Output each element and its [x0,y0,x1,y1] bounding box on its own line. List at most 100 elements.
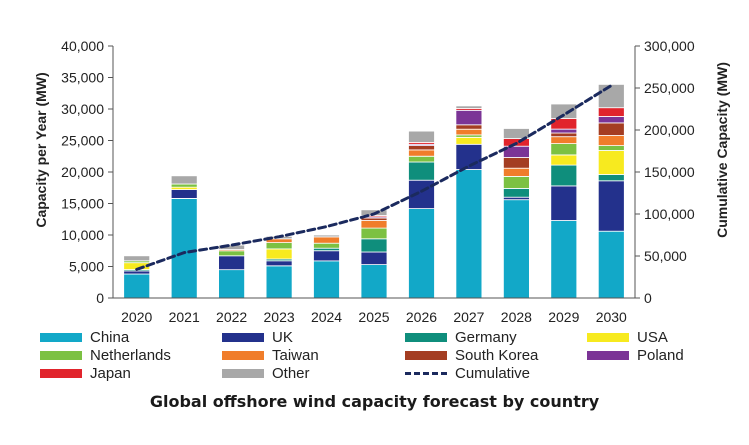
legend-label: Cumulative [455,365,531,382]
x-tick-label: 2025 [358,309,389,325]
y2-tick-label: 100,000 [644,206,695,222]
bar-uk-2020 [123,270,151,275]
bar-germany-2028 [502,187,530,198]
bar-netherlands-2028 [502,175,530,189]
legend-label: China [90,329,130,346]
bar-taiwan-2030 [597,135,625,147]
bar-poland-2030 [597,116,625,124]
bar-taiwan-2027 [455,128,483,136]
bar-china-2026 [408,208,435,299]
x-tick-label: 2027 [453,309,484,325]
bar-netherlands-2025 [360,227,388,240]
legend-swatch [40,369,82,378]
bar-other-2026 [408,130,435,143]
bar-china-2022 [218,269,246,299]
bar-south-korea-2030 [597,122,625,136]
bar-other-2029 [550,103,578,119]
y2-tick-label: 300,000 [644,38,695,54]
legend-item-usa: USA [587,329,668,346]
legend-swatch [40,351,82,360]
x-tick-label: 2030 [596,309,627,325]
x-tick-label: 2024 [311,309,342,325]
bar-taiwan-2029 [550,136,578,144]
bar-other-2027 [455,105,483,109]
legend: China UK Germany USA Netherlands Taiwan … [40,329,730,383]
x-tick-label: 2020 [121,309,152,325]
legend-dash-swatch [405,372,447,375]
bar-uk-2022 [218,255,246,271]
y2-tick-label: 50,000 [644,248,687,264]
legend-label: South Korea [455,347,539,364]
bar-uk-2029 [550,185,578,221]
bar-germany-2025 [360,238,388,253]
bar-netherlands-2030 [597,145,625,151]
bar-netherlands-2021 [170,183,198,188]
legend-swatch [587,351,629,360]
legend-swatch [222,369,264,378]
bar-japan-2030 [597,107,625,117]
x-tick-label: 2023 [264,309,295,325]
bar-uk-2021 [170,189,198,199]
legend-item-south-korea: South Korea [405,347,538,364]
bar-netherlands-2023 [265,242,293,250]
legend-label: Japan [90,365,131,382]
bar-south-korea-2027 [455,124,483,130]
bar-other-2021 [170,175,198,185]
y2-tick-label: 250,000 [644,80,695,96]
axes [108,45,640,299]
bar-taiwan-2024 [313,236,340,244]
bar-china-2027 [455,169,483,299]
bar-taiwan-2026 [408,149,435,157]
x-tick-label: 2028 [501,309,532,325]
bar-uk-2024 [313,250,340,262]
cumulative-line [135,84,613,271]
bar-usa-2030 [597,150,625,175]
bar-china-2028 [502,199,530,299]
bar-germany-2030 [597,174,625,182]
x-tick-label: 2026 [406,309,437,325]
bar-usa-2023 [265,248,293,260]
y-tick-label: 40,000 [61,38,104,54]
legend-swatch [587,333,629,342]
legend-label: USA [637,329,668,346]
legend-label: Other [272,365,310,382]
legend-item-netherlands: Netherlands [40,347,171,364]
bar-south-korea-2026 [408,145,435,151]
y2-axis-title: Cumulative Capacity (MW) [714,62,730,238]
bar-china-2021 [170,198,198,299]
legend-label: Poland [637,347,684,364]
bar-uk-2023 [265,260,293,267]
legend-label: Netherlands [90,347,171,364]
legend-item-japan: Japan [40,365,131,382]
bar-usa-2027 [455,136,483,145]
tick-labels: 0 5,000 10,000 15,000 20,000 25,000 30,000 35,0… [61,38,695,325]
bar-south-korea-2028 [502,157,530,169]
bar-other-2024 [313,234,340,238]
legend-item-poland: Poland [587,347,684,364]
bar-netherlands-2029 [550,143,578,156]
bar-south-korea-2029 [550,132,578,138]
legend-swatch [40,333,82,342]
bar-taiwan-2025 [360,220,388,229]
legend-item-china: China [40,329,129,346]
bar-china-2025 [360,264,388,299]
legend-item-germany: Germany [405,329,517,346]
bars [123,84,625,299]
y-tick-label: 30,000 [61,101,104,117]
y-tick-label: 35,000 [61,70,104,86]
x-tick-label: 2029 [548,309,579,325]
bar-other-2020 [123,255,151,262]
bar-usa-2029 [550,154,578,166]
bar-uk-2025 [360,251,388,266]
x-tick-label: 2021 [169,309,200,325]
y2-tick-label: 200,000 [644,122,695,138]
y-tick-label: 5,000 [69,259,104,275]
x-tick-label: 2022 [216,309,247,325]
legend-label: Germany [455,329,517,346]
legend-item-cumulative: Cumulative [405,365,530,382]
bar-netherlands-2022 [218,250,246,257]
bar-netherlands-2026 [408,155,435,163]
legend-swatch [405,333,447,342]
y-tick-label: 0 [96,290,104,306]
legend-swatch [222,351,264,360]
